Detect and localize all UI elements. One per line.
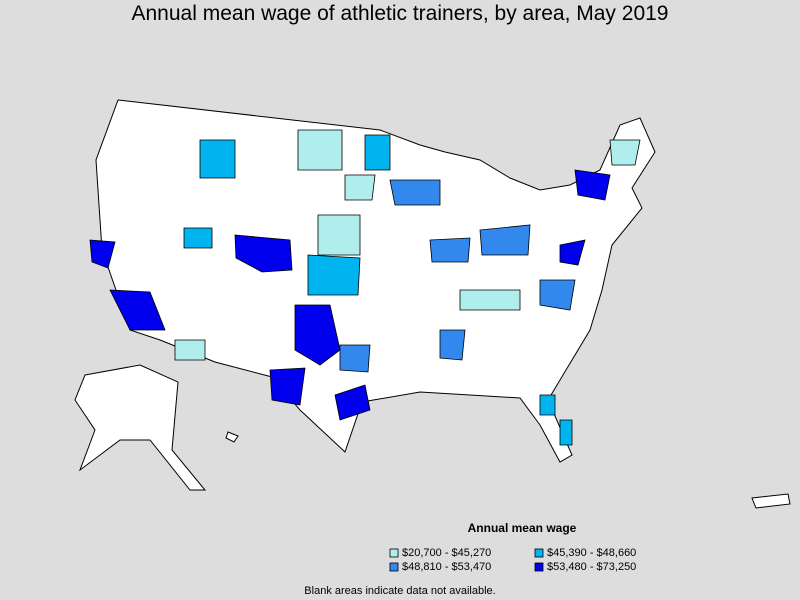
area xyxy=(389,179,441,206)
area xyxy=(174,339,206,361)
area xyxy=(559,239,586,266)
area xyxy=(307,254,361,296)
area xyxy=(439,329,466,361)
area xyxy=(199,139,236,179)
puerto-rico xyxy=(751,493,791,509)
area xyxy=(234,234,293,273)
area xyxy=(479,224,531,256)
area xyxy=(317,214,361,256)
area xyxy=(89,239,116,269)
area xyxy=(539,279,576,311)
hawaii xyxy=(225,431,239,443)
legend-label: $20,700 - $45,270 xyxy=(402,547,491,559)
legend-title: Annual mean wage xyxy=(468,521,577,535)
area xyxy=(109,289,166,331)
alaska xyxy=(74,364,207,491)
area xyxy=(539,394,556,416)
legend-label: $45,390 - $48,660 xyxy=(547,547,636,559)
legend-swatch xyxy=(534,548,544,558)
legend-swatch xyxy=(389,548,399,558)
area xyxy=(339,344,371,373)
legend: $20,700 - $45,270 $45,390 - $48,660 $48,81… xyxy=(389,547,636,573)
area xyxy=(183,227,213,249)
map xyxy=(74,99,791,509)
area xyxy=(364,134,391,171)
area xyxy=(344,174,376,201)
area xyxy=(609,139,641,166)
legend-label: $53,480 - $73,250 xyxy=(547,561,636,573)
contiguous-us xyxy=(95,99,656,463)
area xyxy=(429,237,471,263)
area xyxy=(294,304,341,366)
area xyxy=(297,129,343,171)
areas xyxy=(89,129,641,446)
map-title: Annual mean wage of athletic trainers, b… xyxy=(132,2,669,25)
legend-swatch xyxy=(389,562,399,572)
area xyxy=(574,169,611,201)
area xyxy=(559,419,573,446)
area xyxy=(334,384,371,421)
area xyxy=(459,289,521,311)
legend-label: $48,810 - $53,470 xyxy=(402,561,491,573)
area xyxy=(269,367,306,406)
legend-swatch xyxy=(534,562,544,572)
footnote: Blank areas indicate data not available. xyxy=(304,585,495,597)
